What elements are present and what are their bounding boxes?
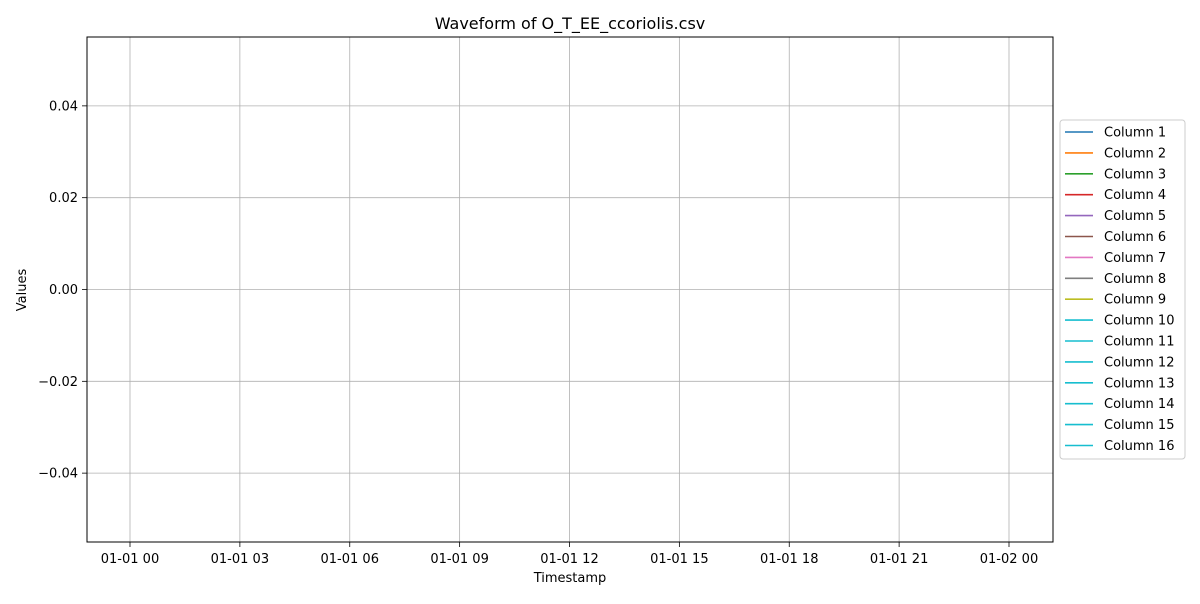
legend-label: Column 16 — [1104, 439, 1174, 454]
x-tick-label: 01-01 09 — [430, 552, 488, 567]
x-axis-ticks: 01-01 00 01-01 03 01-01 06 01-01 09 01-01 12… — [101, 542, 1038, 567]
x-axis-label: Timestamp — [533, 571, 607, 586]
legend: Column 1 Column 2 Column 3 Column 4 Column 5… — [1059, 119, 1186, 460]
legend-label: Column 6 — [1104, 230, 1166, 245]
x-tick-label: 01-01 15 — [650, 552, 708, 567]
y-tick-label: 0.02 — [49, 191, 78, 206]
x-tick-label: 01-01 00 — [101, 552, 159, 567]
legend-label: Column 8 — [1104, 272, 1166, 287]
chart-title: Waveform of O_T_EE_ccoriolis.csv — [435, 14, 706, 34]
legend-box — [1059, 119, 1186, 460]
legend-label: Column 3 — [1104, 167, 1166, 182]
legend-label: Column 7 — [1104, 251, 1166, 266]
x-tick-label: 01-01 03 — [211, 552, 269, 567]
x-tick-label: 01-01 06 — [321, 552, 379, 567]
legend-label: Column 15 — [1104, 418, 1174, 433]
y-axis-ticks: 0.04 0.02 0.00 −0.02 −0.04 — [38, 99, 87, 482]
y-tick-label: 0.04 — [49, 99, 78, 114]
legend-label: Column 4 — [1104, 188, 1166, 203]
legend-label: Column 12 — [1104, 355, 1174, 370]
x-tick-label: 01-02 00 — [980, 552, 1038, 567]
y-axis-label: Values — [15, 269, 30, 312]
y-tick-label: 0.00 — [49, 283, 78, 298]
grid-lines — [87, 37, 1053, 542]
legend-label: Column 2 — [1104, 146, 1166, 161]
legend-label: Column 11 — [1104, 335, 1174, 350]
y-tick-label: −0.04 — [38, 467, 78, 482]
legend-label: Column 1 — [1104, 126, 1166, 141]
x-tick-label: 01-01 21 — [870, 552, 928, 567]
legend-label: Column 9 — [1104, 293, 1166, 308]
legend-label: Column 13 — [1104, 376, 1174, 391]
x-tick-label: 01-01 18 — [760, 552, 818, 567]
legend-label: Column 10 — [1104, 314, 1174, 329]
legend-label: Column 5 — [1104, 209, 1166, 224]
legend-label: Column 14 — [1104, 397, 1174, 412]
y-tick-label: −0.02 — [38, 375, 78, 390]
x-tick-label: 01-01 12 — [540, 552, 598, 567]
